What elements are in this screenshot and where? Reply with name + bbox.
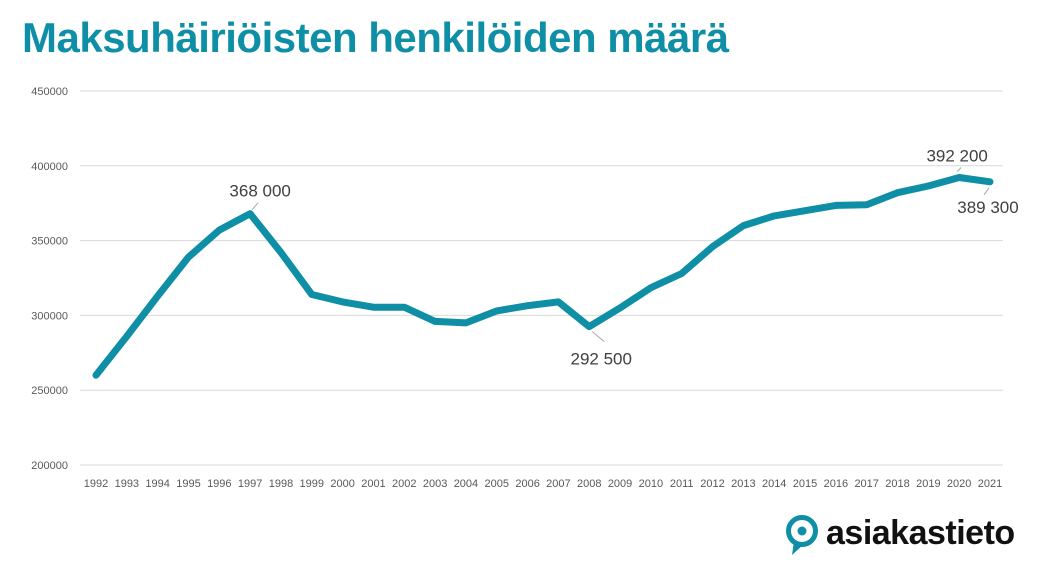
x-tick-label: 2009 [608,478,632,490]
annotation-leader [251,202,259,210]
x-tick-label: 1993 [115,478,139,490]
x-tick-label: 2003 [423,478,447,490]
annotation-leader [983,187,990,196]
x-tick-label: 2019 [916,478,940,490]
x-tick-label: 2013 [731,478,755,490]
x-tick-label: 2010 [639,478,663,490]
x-tick-label: 1994 [145,478,169,490]
x-tick-label: 1997 [238,478,262,490]
x-tick-label: 1996 [207,478,231,490]
x-tick-label: 2018 [885,478,909,490]
y-tick-label: 350000 [31,236,68,248]
speech-bubble-pin-icon [786,515,818,555]
x-tick-label: 2015 [793,478,817,490]
x-tick-label: 2001 [361,478,385,490]
y-tick-label: 200000 [31,460,68,472]
x-tick-label: 1995 [176,478,200,490]
x-tick-label: 2004 [454,478,478,490]
annotation-leader [591,331,605,343]
x-tick-label: 2008 [577,478,601,490]
x-tick-label: 2005 [485,478,509,490]
x-tick-label: 2002 [392,478,416,490]
brand-name: asiakastieto [826,514,1015,552]
data-label: 368 000 [229,182,290,201]
x-tick-label: 2011 [670,478,694,490]
x-tick-label: 2007 [546,478,570,490]
data-label: 392 200 [926,146,987,165]
x-tick-label: 1992 [84,478,108,490]
x-tick-label: 2000 [330,478,354,490]
series-line [92,174,994,379]
x-tick-label: 2016 [824,478,848,490]
line-chart: 200000 250000 300000 350000 400000 450000 199… [31,86,1018,490]
data-label: 389 300 [957,198,1018,217]
x-tick-label: 2020 [947,478,971,490]
x-tick-label: 2014 [762,478,786,490]
y-tick-label: 400000 [31,161,68,173]
y-tick-label: 250000 [31,385,68,397]
annotation-leader [956,167,962,172]
x-tick-label: 2017 [854,478,878,490]
x-tick-label: 2012 [700,478,724,490]
y-tick-label: 300000 [31,310,68,322]
x-tick-label: 1999 [300,478,324,490]
y-tick-label: 450000 [31,86,68,98]
chart-title: Maksuhäiriöisten henkilöiden määrä [22,14,729,61]
x-tick-label: 1998 [269,478,293,490]
x-tick-label: 2021 [978,478,1002,490]
x-tick-label: 2006 [515,478,539,490]
brand-logo: asiakastieto [786,512,1036,560]
data-label: 292 500 [571,350,632,369]
